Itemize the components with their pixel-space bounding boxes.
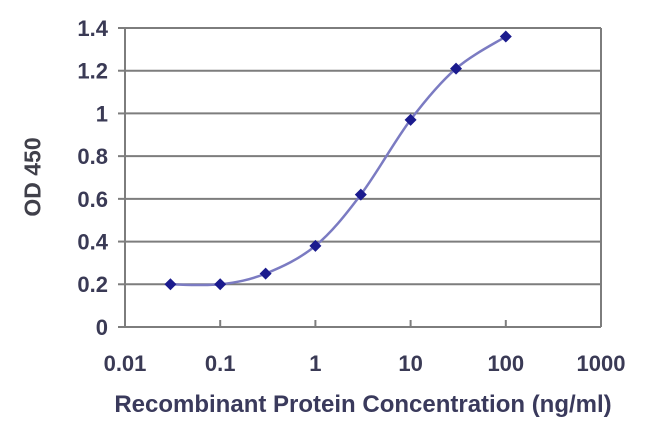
y-tick-label: 0.6 xyxy=(77,187,108,212)
y-tick-label: 1.4 xyxy=(77,16,108,41)
data-point-marker xyxy=(499,30,512,43)
data-point-marker xyxy=(450,62,463,75)
x-tick-label: 0.1 xyxy=(205,351,236,376)
x-axis-title: Recombinant Protein Concentration (ng/ml… xyxy=(114,391,612,418)
x-tick-label: 10 xyxy=(398,351,422,376)
y-tick-label: 1 xyxy=(96,101,108,126)
x-tick-label: 0.01 xyxy=(104,351,147,376)
data-point-marker xyxy=(354,188,367,201)
y-axis-title: OD 450 xyxy=(19,137,46,217)
data-point-marker xyxy=(214,278,227,291)
data-point-marker xyxy=(259,267,272,280)
x-tick-label: 100 xyxy=(487,351,524,376)
data-point-marker xyxy=(164,278,177,291)
x-tick-label: 1 xyxy=(309,351,321,376)
series-line xyxy=(169,35,508,287)
y-tick-label: 0.2 xyxy=(77,272,108,297)
y-tick-label: 0 xyxy=(96,315,108,340)
x-tick-label: 1000 xyxy=(577,351,626,376)
data-point-marker xyxy=(404,113,417,126)
y-tick-label: 1.2 xyxy=(77,59,108,84)
data-point-marker xyxy=(309,239,322,252)
y-tick-label: 0.4 xyxy=(77,229,108,254)
y-tick-label: 0.8 xyxy=(77,144,108,169)
